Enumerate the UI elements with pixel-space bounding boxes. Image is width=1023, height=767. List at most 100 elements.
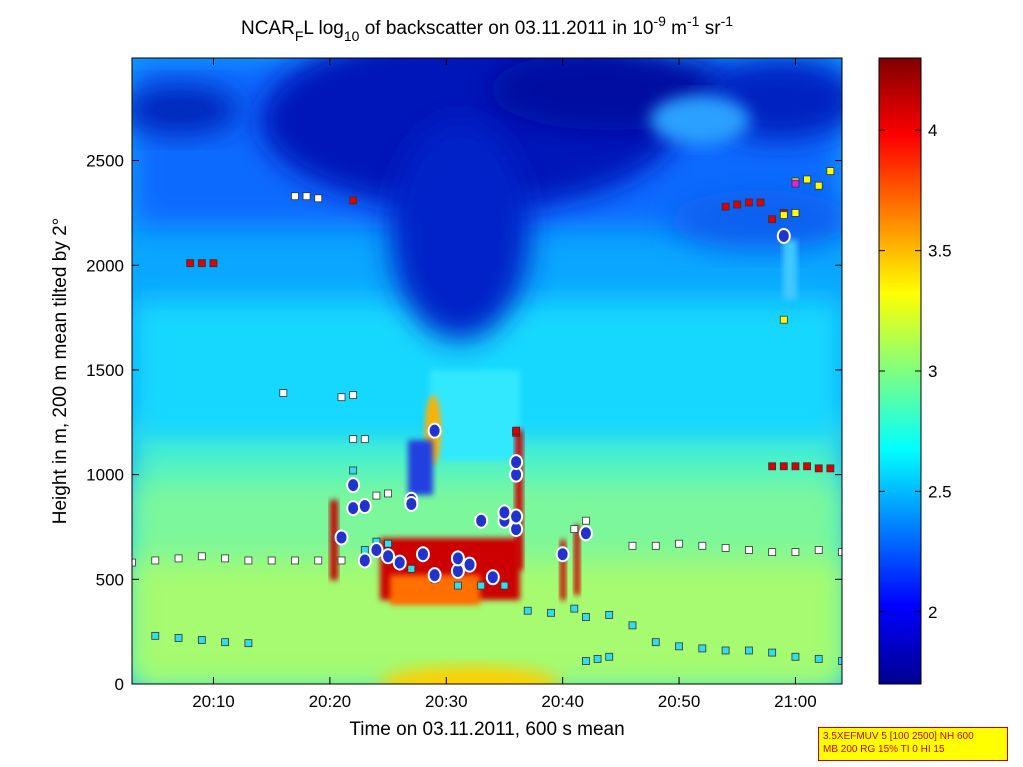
cyan-layer-marker (523, 606, 532, 615)
cyan-layer-marker (244, 639, 253, 648)
yellow-layer-marker (779, 315, 788, 324)
white-layer-marker (838, 548, 842, 557)
cyan-layer-marker (814, 654, 823, 663)
cyan-layer-marker (675, 642, 683, 651)
red-layer-marker (791, 462, 800, 471)
cyan-layer-marker (582, 657, 590, 665)
cyan-layer-marker (407, 564, 416, 573)
red-layer-marker (186, 259, 195, 268)
cyan-layer-marker (838, 657, 842, 665)
cyan-layer-marker (768, 648, 777, 657)
red-layer-marker (512, 426, 520, 435)
cloud-base-circle-marker (485, 569, 500, 586)
yellow-layer-marker (826, 167, 835, 175)
white-layer-marker (360, 435, 369, 443)
red-layer-marker (721, 202, 730, 211)
yellow-layer-marker (803, 175, 811, 184)
y-tick-label: 1000 (86, 466, 124, 485)
colorbar-tick-label: 2 (928, 603, 937, 622)
chart-title: NCARFL log10 of backscatter on 03.11.201… (241, 13, 733, 44)
cyan-layer-marker (582, 613, 590, 621)
cloud-base-circle-marker (509, 454, 524, 471)
cloud-base-circle-marker (450, 550, 465, 567)
y-tick-label: 1500 (86, 361, 124, 380)
white-layer-marker (349, 435, 358, 443)
cloud-base-circle-marker (509, 508, 524, 525)
white-layer-marker (768, 548, 777, 557)
white-layer-marker (174, 554, 183, 563)
colorbar-tick-label: 4 (928, 121, 937, 140)
cyan-layer-marker (547, 608, 555, 617)
red-layer-marker (768, 215, 777, 224)
white-layer-marker (314, 556, 323, 565)
white-layer-marker (628, 541, 637, 550)
red-layer-marker (349, 196, 358, 205)
white-layer-marker (337, 393, 346, 402)
white-layer-marker (349, 391, 358, 399)
x-tick-label: 20:40 (541, 692, 584, 711)
cyan-layer-marker (628, 621, 637, 630)
cyan-layer-marker (454, 581, 462, 590)
white-layer-marker (698, 541, 707, 550)
cloud-base-circle-marker (555, 546, 570, 563)
yellow-layer-marker (814, 181, 823, 190)
white-layer-marker (384, 489, 392, 498)
red-layer-marker (826, 464, 835, 473)
x-axis-label: Time on 03.11.2011, 600 s mean (349, 719, 624, 740)
y-tick-label: 2500 (86, 152, 124, 171)
cloud-base-circle-marker (427, 422, 442, 439)
cyan-layer-marker (605, 652, 614, 661)
cyan-layer-marker (500, 581, 509, 590)
y-axis-label: Height in m, 200 m mean tilted by 2° (50, 218, 71, 524)
white-layer-marker (651, 541, 660, 550)
red-layer-marker (209, 259, 218, 268)
colorbar-tick-label: 2.5 (928, 482, 952, 501)
cyan-layer-marker (477, 581, 486, 590)
red-layer-marker (768, 462, 777, 471)
x-axis-ticks: 20:10 20:20 20:30 20:40 20:50 21:00 (192, 58, 817, 711)
red-layer-marker (756, 198, 765, 207)
cyan-layer-marker (221, 638, 230, 647)
white-layer-marker (291, 556, 299, 565)
red-layer-marker (803, 462, 811, 471)
info-line-2: MB 200 RG 15% TI 0 HI 15 (823, 744, 945, 755)
heatmap (132, 58, 842, 684)
red-layer-marker (744, 198, 753, 207)
white-layer-marker (675, 539, 683, 548)
x-tick-label: 20:20 (309, 692, 352, 711)
cloud-base-circle-marker (462, 556, 477, 573)
cloud-base-circle-marker (474, 512, 489, 529)
white-layer-marker (744, 546, 753, 554)
cyan-layer-marker (744, 646, 753, 655)
cyan-layer-marker (721, 646, 730, 655)
cyan-layer-marker (349, 466, 358, 475)
colorbar-ticks: 2 2.5 3 3.5 4 (879, 121, 952, 622)
colorbar-tick-label: 3 (928, 362, 937, 381)
cloud-base-circle-marker (357, 552, 372, 569)
cyan-layer-marker (197, 636, 206, 644)
cloud-base-circle-marker (334, 529, 349, 546)
white-layer-marker (302, 192, 311, 201)
cyan-layer-marker (360, 546, 369, 554)
red-layer-marker (779, 462, 788, 471)
white-layer-marker (791, 548, 800, 557)
x-tick-label: 21:00 (774, 692, 817, 711)
white-layer-marker (291, 192, 299, 201)
white-layer-marker (814, 546, 823, 554)
cloud-base-circle-marker (415, 546, 430, 563)
cyan-layer-marker (151, 631, 160, 640)
white-layer-marker (244, 556, 253, 565)
cloud-base-circle-marker (346, 500, 361, 517)
y-tick-label: 2000 (86, 256, 124, 275)
y-tick-label: 500 (96, 570, 124, 589)
cloud-base-circle-marker (776, 227, 791, 244)
colorbar (878, 57, 922, 685)
cyan-layer-marker (605, 611, 614, 619)
white-layer-marker (372, 491, 381, 500)
white-layer-marker (221, 554, 230, 563)
white-layer-marker (721, 544, 730, 552)
cyan-layer-marker (791, 652, 800, 661)
cyan-layer-marker (593, 654, 602, 663)
white-layer-marker (582, 516, 590, 525)
layer-markers (132, 167, 842, 665)
